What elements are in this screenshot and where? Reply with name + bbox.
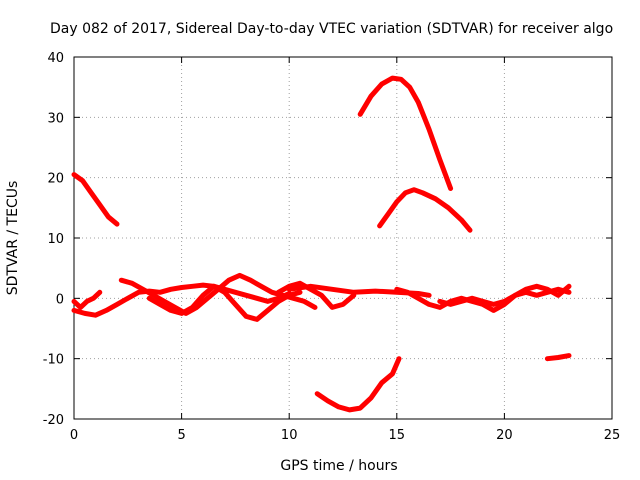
x-tick-label: 0 (70, 428, 78, 443)
series-baseline-c (146, 283, 303, 322)
grid (74, 57, 612, 419)
y-tick-label: 10 (47, 232, 64, 247)
x-tick-label: 15 (389, 428, 406, 443)
series-arc-high-peak (357, 75, 454, 191)
series-baseline-h (437, 283, 572, 307)
series-arc-mid-peak (377, 187, 473, 233)
x-tick-label: 10 (281, 428, 298, 443)
series-arc-early-descending (71, 172, 120, 227)
y-tick-label: -20 (43, 413, 64, 428)
x-tick-label: 5 (177, 428, 185, 443)
series-baseline-e (286, 283, 432, 298)
y-axis-label: SDTVAR / TECUs (5, 181, 21, 296)
x-tick-label: 20 (496, 428, 513, 443)
series-baseline-a (71, 282, 292, 318)
y-tick-label: 20 (47, 172, 64, 187)
series-baseline-f (275, 280, 357, 310)
series-baseline-d (71, 289, 103, 310)
x-axis-label: GPS time / hours (280, 458, 397, 474)
series-baseline-g (394, 286, 572, 313)
y-tick-label: 40 (47, 51, 64, 66)
chart-title: Day 082 of 2017, Sidereal Day-to-day VTE… (50, 21, 613, 37)
series-group (71, 75, 572, 413)
axis-ticks: 0 5 10 15 20 25 -20 -10 0 10 20 30 40 (43, 51, 621, 443)
y-tick-label: 30 (47, 111, 64, 126)
series-arc-late-negative (544, 353, 572, 362)
series-arc-negative-trough (314, 356, 402, 413)
x-tick-label: 25 (604, 428, 621, 443)
y-tick-label: -10 (43, 353, 64, 368)
y-tick-label: 0 (56, 292, 64, 307)
